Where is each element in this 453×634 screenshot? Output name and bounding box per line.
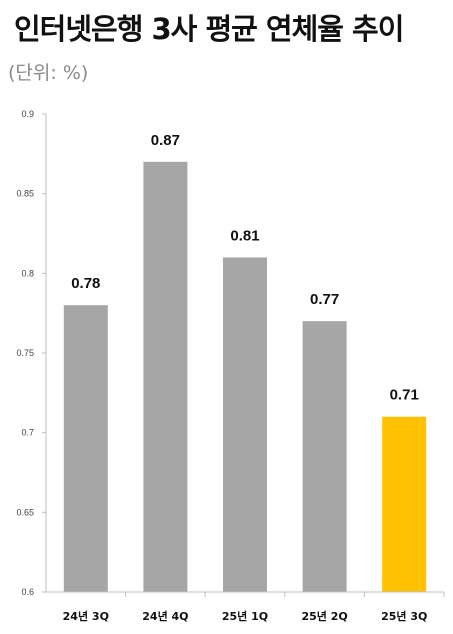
y-tick-label: 0.85 [16, 189, 34, 199]
data-label: 0.81 [230, 227, 259, 244]
x-tick-label: 25년 3Q [381, 609, 427, 623]
data-label: 0.87 [151, 132, 180, 149]
x-axis: 24년 3Q 24년 4Q 25년 1Q 25년 2Q 25년 3Q [63, 592, 445, 623]
data-labels: 0.78 0.87 0.81 0.77 0.71 [71, 132, 419, 404]
y-tick-label: 0.75 [16, 348, 34, 358]
unit-label: (단위: %) [8, 62, 89, 84]
y-tick-label: 0.9 [21, 109, 34, 119]
y-tick-label: 0.8 [21, 268, 34, 278]
bar [143, 161, 188, 593]
bar [223, 257, 267, 592]
x-tick-label: 25년 2Q [301, 609, 347, 623]
y-tick-label: 0.6 [21, 587, 34, 597]
data-label: 0.71 [390, 387, 419, 404]
bar [382, 416, 427, 592]
data-label: 0.78 [71, 275, 100, 292]
y-tick-label: 0.65 [16, 507, 34, 517]
bar [302, 321, 347, 592]
bars [63, 161, 427, 593]
x-tick-label: 24년 4Q [142, 609, 188, 623]
y-tick-label: 0.7 [21, 428, 34, 438]
bar [63, 305, 108, 592]
y-axis: 0.6 0.65 0.7 0.75 0.8 0.85 0.9 [16, 109, 46, 597]
x-tick-label: 24년 3Q [63, 609, 109, 623]
data-label: 0.77 [310, 291, 339, 308]
chart-title: 인터넷은행 3사 평균 연체율 추이 [14, 12, 404, 46]
x-tick-label: 25년 1Q [222, 609, 268, 623]
